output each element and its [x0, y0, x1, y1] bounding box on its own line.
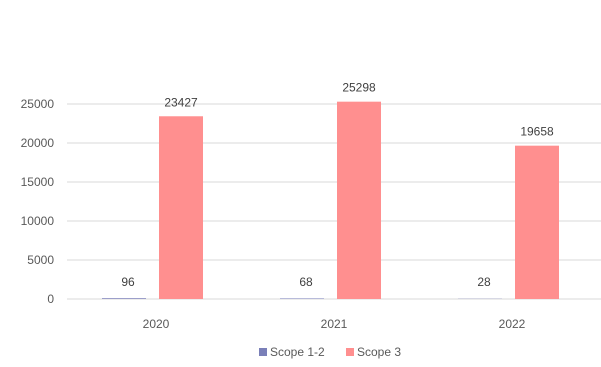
- bar-scope-1-2: [280, 298, 324, 299]
- legend-label: Scope 3: [357, 345, 401, 359]
- y-tick-label: 25000: [21, 97, 55, 111]
- data-label: 19658: [520, 125, 554, 139]
- y-tick-label: 20000: [21, 136, 55, 150]
- legend-label: Scope 1-2: [270, 345, 325, 359]
- data-labels: 96 23427 68 25298 28 19658: [121, 81, 554, 289]
- x-axis: 2020 2021 2022: [67, 298, 601, 331]
- data-label: 25298: [342, 81, 376, 95]
- y-tick-label: 10000: [21, 214, 55, 228]
- data-label: 23427: [164, 95, 198, 109]
- y-axis: 0 5000 10000 15000 20000 25000: [21, 97, 55, 306]
- legend-swatch: [346, 348, 354, 356]
- y-tick-label: 5000: [27, 253, 54, 267]
- data-label: 28: [477, 275, 491, 289]
- x-tick-label: 2020: [143, 317, 170, 331]
- data-label: 68: [299, 275, 313, 289]
- data-label: 96: [121, 275, 135, 289]
- bar-scope-3: [515, 145, 559, 299]
- bar-scope-1-2: [102, 298, 146, 299]
- x-tick-label: 2022: [499, 317, 526, 331]
- y-tick-label: 15000: [21, 175, 55, 189]
- bar-scope-3: [159, 116, 203, 299]
- legend: Scope 1-2 Scope 3: [259, 345, 401, 359]
- bar-scope-3: [337, 101, 381, 299]
- y-tick-label: 0: [47, 292, 54, 306]
- gridlines: [67, 103, 601, 261]
- bars: [102, 101, 559, 299]
- x-tick-label: 2021: [321, 317, 348, 331]
- legend-swatch: [259, 348, 267, 356]
